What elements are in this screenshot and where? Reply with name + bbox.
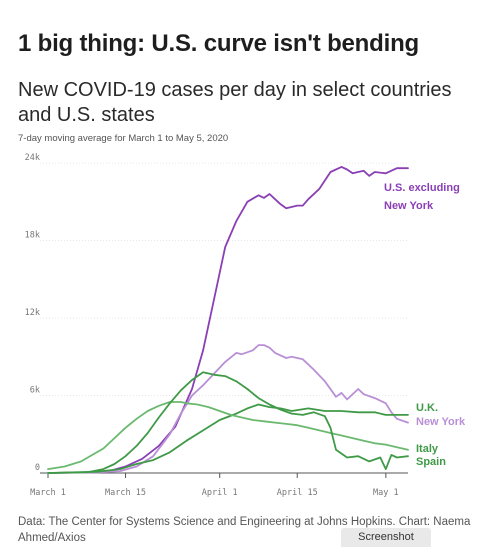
- headline: 1 big thing: U.S. curve isn't bending: [18, 30, 419, 57]
- series-lines: [47, 166, 409, 474]
- series-label: U.K.: [416, 402, 438, 414]
- series-label: Spain: [416, 456, 446, 468]
- series-label: New York: [416, 416, 466, 428]
- y-tick-label: 18k: [25, 231, 40, 241]
- gridlines: [40, 162, 408, 474]
- series-line: [47, 401, 409, 470]
- y-tick-label: 12k: [25, 308, 40, 318]
- series-line: [47, 344, 409, 474]
- series-line: [47, 371, 409, 474]
- y-tick-label: 6k: [30, 386, 40, 396]
- line-chart: 0 6k 12k 18k 24k March 1 March 15 April 1 April…: [25, 153, 466, 498]
- x-axis-ticks: March 1 March 15 April 1 April 15 May 1: [30, 473, 399, 498]
- chart-title: New COVID-19 cases per day in select cou…: [18, 79, 452, 126]
- series-labels: U.S. excluding New York U.K. New York ItalyS…: [384, 182, 466, 468]
- chart-subtitle: 7-day moving average for March 1 to May …: [18, 133, 229, 144]
- series-line: [47, 166, 409, 474]
- screenshot-badge[interactable]: Screenshot: [341, 528, 431, 547]
- series-label: New York: [384, 200, 434, 212]
- series-label: U.S. excluding: [384, 182, 460, 194]
- y-axis-ticks: 0 6k 12k 18k 24k: [25, 153, 40, 473]
- y-tick-label: 0: [35, 463, 40, 473]
- x-tick-label: May 1: [373, 488, 399, 498]
- x-tick-label: March 1: [30, 488, 66, 498]
- x-tick-label: April 1: [202, 488, 238, 498]
- x-tick-label: March 15: [105, 488, 146, 498]
- y-tick-label: 24k: [25, 153, 40, 163]
- x-tick-label: April 15: [277, 488, 318, 498]
- series-label: Italy: [416, 443, 439, 455]
- series-line: [47, 403, 409, 474]
- source-note: Data: The Center for Systems Science and…: [18, 516, 471, 544]
